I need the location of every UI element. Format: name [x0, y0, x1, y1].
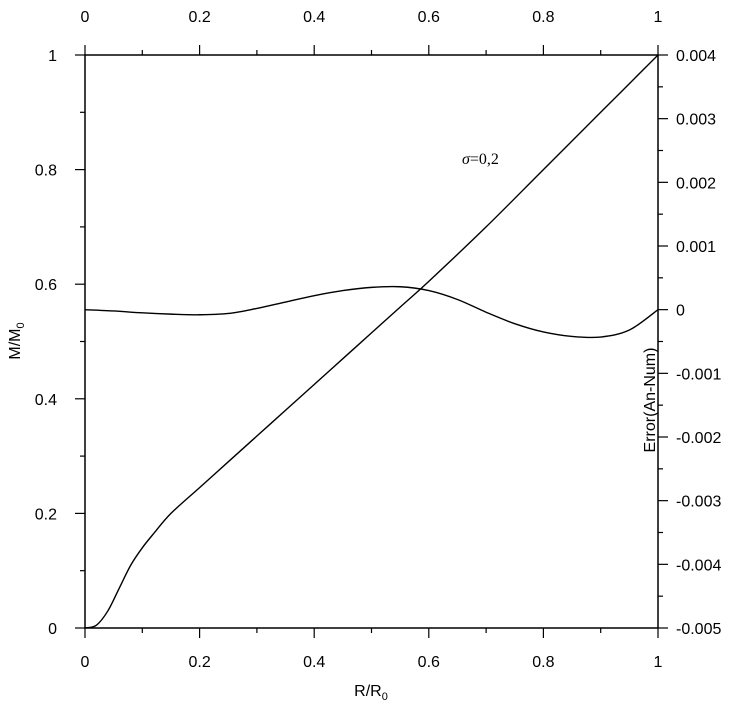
x-tick-label: 0	[81, 654, 90, 671]
y-left-tick-label: 1	[48, 48, 57, 65]
x-top-tick-label: 1	[654, 9, 663, 26]
y-right-tick-label: 0.003	[676, 112, 716, 129]
y-left-tick-label: 0.6	[35, 277, 57, 294]
mass-profile-line	[84, 54, 659, 629]
y-right-axis-title: Error(An-Num)	[642, 348, 659, 453]
x-tick-label: 1	[654, 654, 663, 671]
y-right-tick-label: -0.003	[676, 494, 721, 511]
y-left-axis-title: M/M0	[7, 322, 27, 359]
x-tick-label: 0.6	[418, 654, 440, 671]
error-line	[84, 285, 659, 339]
y-right-tick-label: -0.005	[676, 621, 721, 638]
y-left-tick-label: 0.8	[35, 163, 57, 180]
y-right-tick-label: 0.001	[676, 239, 716, 256]
ticks	[75, 45, 668, 638]
y-right-tick-label: -0.001	[676, 366, 721, 383]
series-layer	[84, 54, 659, 629]
x-tick-label: 0.2	[188, 654, 210, 671]
x-tick-label: 0.4	[303, 654, 325, 671]
y-left-tick-label: 0.2	[35, 506, 57, 523]
y-right-tick-label: 0.004	[676, 48, 716, 65]
x-top-tick-label: 0.2	[188, 9, 210, 26]
x-top-tick-label: 0.8	[532, 9, 554, 26]
sigma-annotation: σ=0,2	[462, 151, 499, 168]
y-left-tick-label: 0	[48, 621, 57, 638]
tick-labels: 0 0 0.2 0.2 0.4 0.4 0.6 0.6 0.8 0.8 1 1 0 0.2 0.4 0.6 0.…	[35, 9, 722, 671]
x-top-tick-label: 0.6	[418, 9, 440, 26]
x-top-tick-label: 0	[81, 9, 90, 26]
y-left-tick-label: 0.4	[35, 392, 57, 409]
y-right-tick-label: -0.004	[676, 557, 721, 574]
y-right-tick-label: 0	[676, 303, 685, 320]
x-tick-label: 0.8	[532, 654, 554, 671]
y-right-tick-label: -0.002	[676, 430, 721, 447]
y-right-tick-label: 0.002	[676, 175, 716, 192]
x-axis-title: R/R0	[354, 683, 388, 703]
x-top-tick-label: 0.4	[303, 9, 325, 26]
